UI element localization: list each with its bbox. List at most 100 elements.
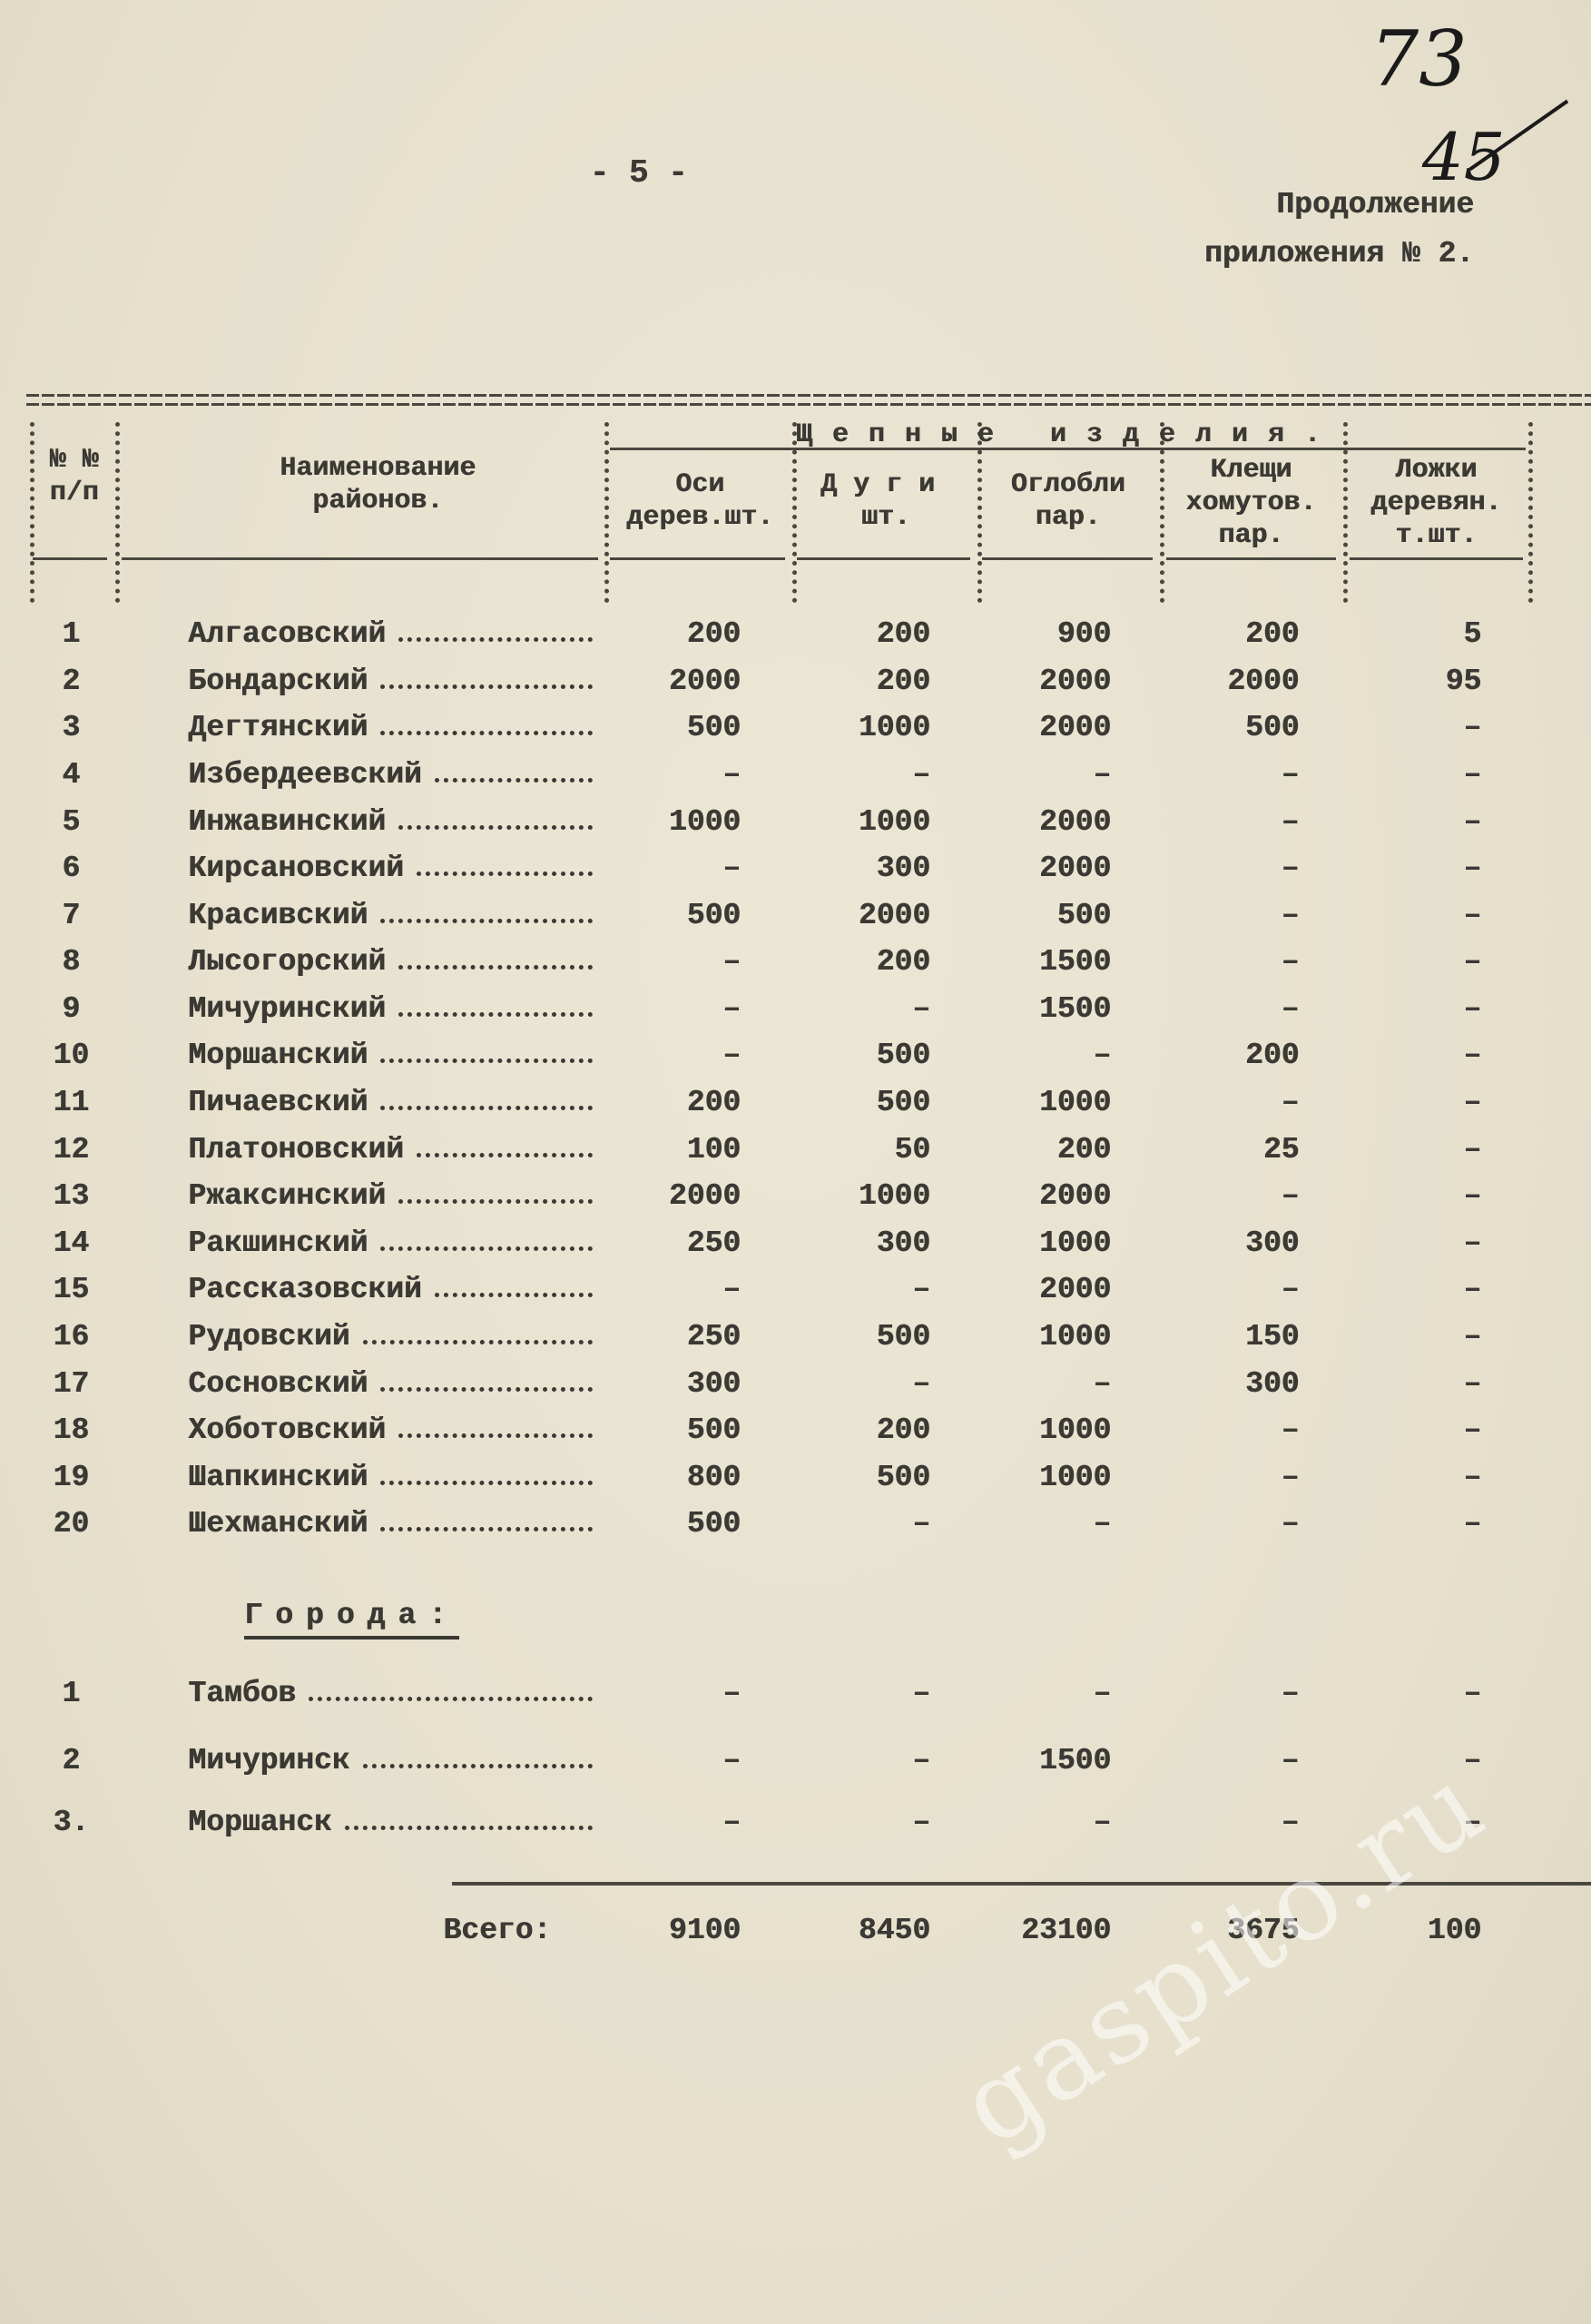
district-name: Моршанский [188,1040,593,1070]
column-separator [977,422,983,604]
cell-value: 200 [876,945,931,980]
cell-value: – [722,991,741,1026]
dot-leader [416,1152,593,1157]
total-rule [451,1881,1591,1886]
cell-value: 500 [686,1413,741,1448]
district-name: Избердеевский [188,760,593,790]
district-name: Дегтянский [188,713,593,743]
name-text: Рудовский [188,1319,350,1354]
cell-value: – [1281,804,1300,839]
cell-value: – [722,1677,741,1711]
cell-value: – [912,1366,931,1401]
cell-value: – [1281,1086,1300,1120]
cell-value: – [1281,758,1300,792]
total-label: Всего: [443,1914,552,1948]
cell-value: – [1463,1039,1482,1073]
cell-value: – [1463,1086,1482,1120]
cell-value: – [1281,898,1300,932]
cell-value: 1000 [1038,1086,1112,1120]
header-rule [610,556,786,560]
cell-value: 1000 [1038,1319,1112,1354]
cell-value: – [1463,1677,1482,1711]
cell-value: – [1281,945,1300,980]
row-number: 1 [62,1677,81,1711]
name-text: Платоновский [188,1132,404,1167]
cell-value: – [912,758,931,792]
cell-value: 2000 [1038,804,1112,839]
header-rule [1165,556,1337,560]
cell-value: 200 [876,1413,931,1448]
dot-leader [398,1199,593,1205]
cell-value: 500 [686,898,741,932]
cell-value: – [1093,1039,1112,1073]
total-value: 100 [1427,1914,1482,1948]
header-line: приложения № 2. [1204,236,1475,271]
name-text: Сосновский [188,1366,368,1401]
row-number: 19 [53,1460,90,1494]
cell-value: 300 [686,1366,741,1401]
column-separator [1343,422,1349,604]
cell-value: 300 [1245,1366,1300,1401]
cell-value: 500 [686,1507,741,1541]
cell-value: 95 [1445,664,1482,698]
district-name: Шапкинский [188,1462,593,1492]
name-text: Алгасовский [188,617,387,652]
name-text: Инжавинский [188,804,387,839]
name-text: Избердеевский [188,758,422,792]
district-name: Тамбов [188,1679,593,1709]
cell-value: – [1281,1507,1300,1541]
dot-leader [398,637,593,643]
dot-leader [309,1697,593,1702]
cell-value: – [722,1273,741,1307]
header-cell: п/п [49,477,99,508]
cell-value: – [1093,1366,1112,1401]
cell-value: 250 [686,1319,741,1354]
cell-value: 100 [686,1132,741,1167]
cell-value: 1000 [858,804,931,839]
dot-leader [380,1386,593,1392]
cell-value: 200 [876,617,931,652]
cell-value: 1000 [1038,1460,1112,1494]
cell-value: – [912,1507,931,1541]
total-value: 23100 [1021,1914,1112,1948]
name-text: Шехманский [188,1507,368,1541]
cell-value: – [722,945,741,980]
handwritten-number: 73 [1370,15,1468,104]
cell-value: 200 [686,1086,741,1120]
cell-value: – [1463,1226,1482,1260]
name-text: Хоботовский [188,1413,387,1448]
column-header: Оглобли [1010,469,1125,501]
cell-value: – [1463,711,1482,745]
name-text: Шапкинский [188,1460,368,1494]
header-cell: районов. [312,486,444,517]
row-number: 7 [62,898,81,932]
cell-value: 500 [876,1319,931,1354]
cell-value: 1000 [858,1179,931,1214]
cell-value: 2000 [1038,1179,1112,1214]
cell-value: – [1281,1413,1300,1448]
dot-leader [434,1293,593,1298]
cell-value: – [1463,804,1482,839]
cell-value: – [912,1806,931,1840]
row-number: 2 [62,1743,81,1777]
cell-value: 1000 [668,804,741,839]
name-text: Рассказовский [188,1273,422,1307]
cell-value: 900 [1056,617,1112,652]
cell-value: 2000 [858,898,931,932]
cell-value: – [1463,758,1482,792]
watermark: gaspito.ru [938,1740,1508,2171]
cell-value: – [1463,852,1482,886]
name-text: Бондарский [188,664,368,698]
row-number: 10 [53,1039,90,1073]
cities-title: Города: [244,1600,459,1640]
name-text: Тамбов [188,1677,297,1711]
cell-value: 1500 [1038,1743,1112,1777]
row-number: 3 [62,711,81,745]
column-separator [604,422,609,604]
cell-value: – [1463,1319,1482,1354]
cell-value: – [1093,1677,1112,1711]
cell-value: 500 [1056,898,1112,932]
column-header: Дуги [820,469,952,501]
header-rule [32,556,107,560]
